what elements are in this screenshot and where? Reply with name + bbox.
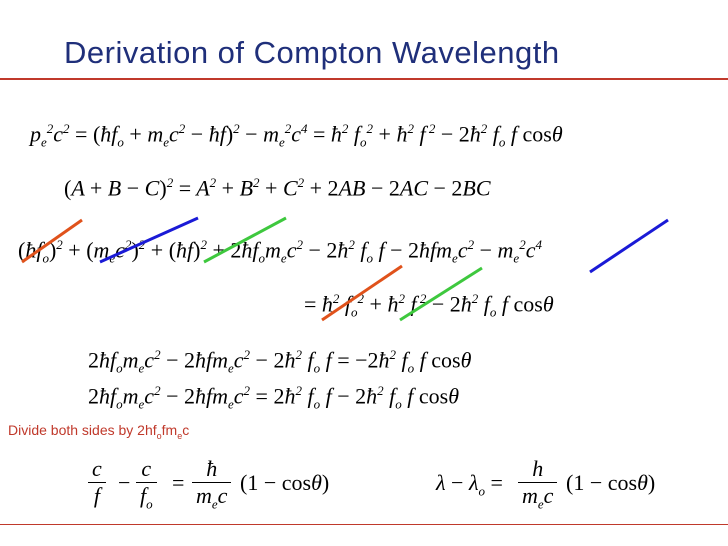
equation-3: (ħfo)2 + (mec2)2 + (ħf)2 + 2ħfomec2 − 2ħ… [18,237,542,266]
fraction-c-over-fo: c fo [136,456,157,512]
equation-1: pe2c2 = (ħfo + mec2 − ħf)2 − me2c4 = ħ2 … [30,121,563,150]
bottom-rule [0,524,728,525]
strike-blue-2 [589,218,669,274]
strike-orange-2 [321,264,403,322]
strike-green-2 [399,266,483,322]
divide-note: Divide both sides by 2hfofmec [8,422,190,441]
title-rule [0,78,728,80]
strike-green-1 [203,216,287,264]
strike-blue-1 [99,216,199,264]
fraction-hbar-over-mec: ħ mec [192,456,232,512]
fraction-h-over-mec: h mec [518,456,558,512]
equation-2: (A + B − C)2 = A2 + B2 + C2 + 2AB − 2AC … [64,175,491,201]
equation-4: = ħ2 fo2 + ħ2 f 2 − 2ħ2 fo f cosθ [304,291,554,320]
page-title: Derivation of Compton Wavelength [64,35,560,70]
equation-5: 2ħfomec2 − 2ħfmec2 − 2ħ2 fo f = −2ħ2 fo … [88,347,472,376]
strike-orange-1 [21,218,83,264]
equation-6: 2ħfomec2 − 2ħfmec2 = 2ħ2 fo f − 2ħ2 fo f… [88,383,460,412]
